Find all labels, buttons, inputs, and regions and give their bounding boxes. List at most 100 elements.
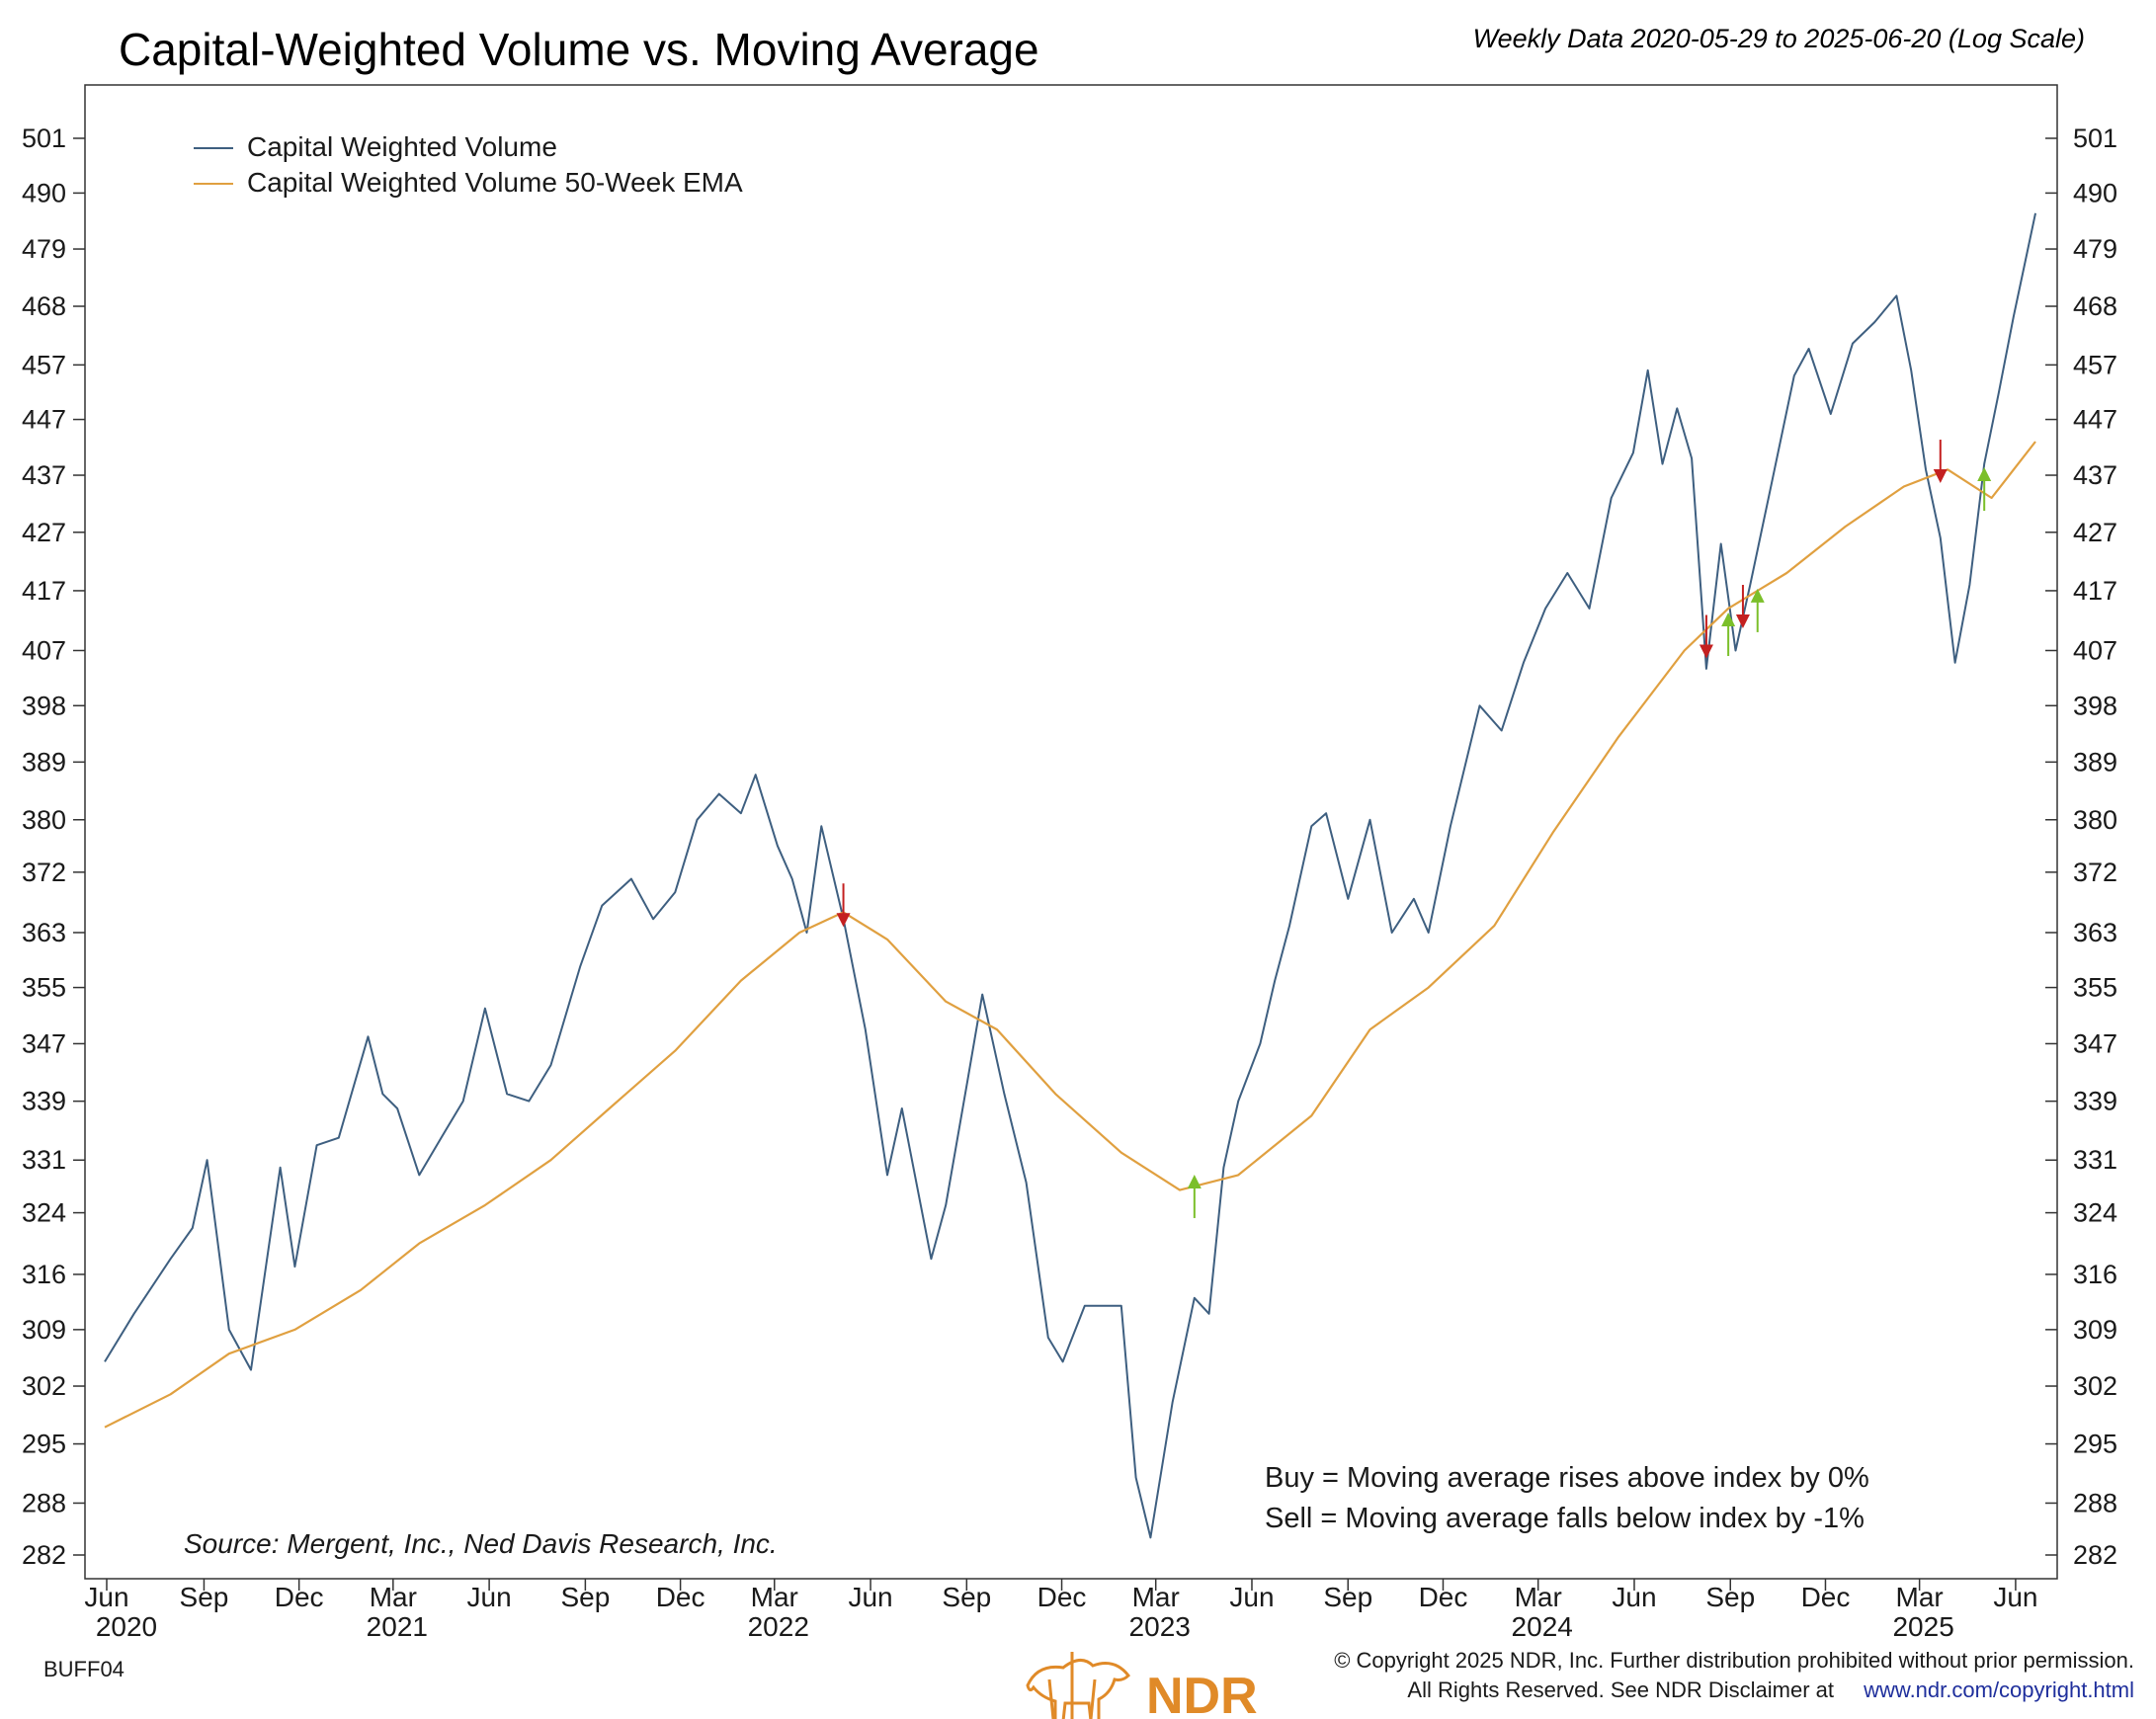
y-tick-label-right: 355 [2073,973,2117,1003]
x-year-label: 2023 [1129,1611,1191,1642]
copyright-text: © Copyright 2025 NDR, Inc. Further distr… [1334,1648,2134,1673]
y-tick-label-left: 316 [22,1260,66,1289]
copyright-link[interactable]: www.ndr.com/copyright.html [1863,1678,2134,1702]
y-tick-label-left: 355 [22,973,66,1003]
x-month-label: Mar [751,1582,798,1612]
y-tick-label-right: 282 [2073,1540,2117,1570]
y-tick-label-right: 447 [2073,405,2117,435]
y-tick-label-left: 380 [22,805,66,835]
legend-label-ema: Capital Weighted Volume 50-Week EMA [247,167,743,198]
y-tick-label-right: 437 [2073,460,2117,490]
y-tick-label-right: 302 [2073,1371,2117,1401]
y-tick-label-right: 389 [2073,747,2117,777]
y-tick-label-left: 309 [22,1315,66,1345]
series-line-ema [104,441,2036,1429]
x-year-label: 2024 [1512,1611,1573,1642]
y-tick-label-left: 347 [22,1028,66,1058]
legend-label-volume: Capital Weighted Volume [247,131,557,162]
x-year-label: 2021 [367,1611,428,1642]
y-tick-label-right: 457 [2073,350,2117,379]
y-tick-label-left: 427 [22,518,66,547]
x-month-label: Mar [1896,1582,1944,1612]
y-tick-label-right: 309 [2073,1315,2117,1345]
x-year-label: 2020 [96,1611,157,1642]
y-tick-label-left: 398 [22,691,66,720]
chart-title: Capital-Weighted Volume vs. Moving Avera… [119,24,1039,75]
x-month-label: Mar [1132,1582,1180,1612]
x-month-label: Dec [275,1582,324,1612]
y-tick-label-left: 363 [22,918,66,947]
x-month-label: Dec [1419,1582,1468,1612]
x-month-label: Jun [84,1582,128,1612]
y-tick-label-right: 468 [2073,291,2117,321]
x-year-label: 2025 [1892,1611,1953,1642]
buy-signal-arrow-icon [1977,467,1992,512]
chart-code: BUFF04 [43,1657,124,1681]
y-tick-label-left: 372 [22,858,66,887]
x-month-label: Sep [1705,1582,1755,1612]
y-tick-label-left: 339 [22,1087,66,1116]
y-tick-label-right: 479 [2073,234,2117,264]
y-tick-label-left: 479 [22,234,66,264]
y-tick-label-right: 501 [2073,123,2117,153]
y-tick-label-right: 363 [2073,918,2117,947]
x-month-label: Jun [1229,1582,1274,1612]
y-tick-label-right: 380 [2073,805,2117,835]
x-month-label: Dec [1801,1582,1851,1612]
buy-signal-arrow-icon [1187,1174,1202,1218]
y-tick-label-right: 339 [2073,1087,2117,1116]
x-month-label: Jun [1612,1582,1656,1612]
sell-signal-arrow-icon [1933,440,1948,484]
buy-signal-arrow-icon [1721,613,1736,657]
buy-signal-arrow-icon [1750,588,1765,632]
series-layer [104,212,2036,1539]
y-tick-label-left: 437 [22,460,66,490]
signal-layer [836,440,1992,1218]
y-tick-label-left: 331 [22,1145,66,1175]
y-tick-label-left: 324 [22,1198,66,1228]
y-tick-label-right: 295 [2073,1430,2117,1459]
x-month-label: Sep [942,1582,991,1612]
y-tick-label-right: 490 [2073,178,2117,207]
x-month-label: Dec [656,1582,705,1612]
x-month-label: Jun [1993,1582,2037,1612]
y-tick-label-left: 468 [22,291,66,321]
x-month-label: Jun [467,1582,512,1612]
x-month-label: Sep [560,1582,610,1612]
y-tick-label-right: 417 [2073,576,2117,606]
x-year-label: 2022 [748,1611,809,1642]
x-axis: Jun Sep Dec Mar Jun Sep Dec Mar Jun Sep Dec Mar Jun S… [84,1579,2037,1642]
y-tick-label-right: 347 [2073,1028,2117,1058]
x-month-label: Sep [180,1582,229,1612]
y-axis-right: 501 490 479 468 457 447 437 427 417 407 398 389 380 3… [2045,123,2117,1570]
x-month-label: Mar [1515,1582,1562,1612]
y-tick-label-right: 398 [2073,691,2117,720]
sell-signal-arrow-icon [836,883,851,928]
ndr-logo-text: NDR [1146,1668,1258,1719]
y-tick-label-left: 389 [22,747,66,777]
legend: Capital Weighted Volume Capital Weighted… [194,131,743,198]
chart-subtitle: Weekly Data 2020-05-29 to 2025-06-20 (Lo… [1473,24,2085,53]
y-tick-label-left: 282 [22,1540,66,1570]
y-tick-label-left: 288 [22,1488,66,1517]
y-tick-label-right: 407 [2073,635,2117,665]
sell-rule-note: Sell = Moving average falls below index … [1265,1503,1865,1534]
y-axis-left: 501 490 479 468 457 447 437 427 417 407 398 389 380 3… [22,123,85,1570]
y-tick-label-left: 302 [22,1371,66,1401]
y-tick-label-right: 372 [2073,858,2117,887]
y-tick-label-right: 324 [2073,1198,2117,1228]
sell-signal-arrow-icon [1735,585,1750,629]
x-month-label: Mar [370,1582,417,1612]
y-tick-label-right: 331 [2073,1145,2117,1175]
bull-bear-logo-icon [1026,1652,1130,1719]
y-tick-label-left: 407 [22,635,66,665]
series-line-volume [104,212,2036,1539]
buy-rule-note: Buy = Moving average rises above index b… [1265,1462,1869,1494]
sell-signal-arrow-icon [1699,614,1713,659]
y-tick-label-left: 501 [22,123,66,153]
plot-frame [84,84,2058,1580]
x-month-label: Dec [1037,1582,1087,1612]
y-tick-label-left: 295 [22,1430,66,1459]
y-tick-label-left: 447 [22,405,66,435]
